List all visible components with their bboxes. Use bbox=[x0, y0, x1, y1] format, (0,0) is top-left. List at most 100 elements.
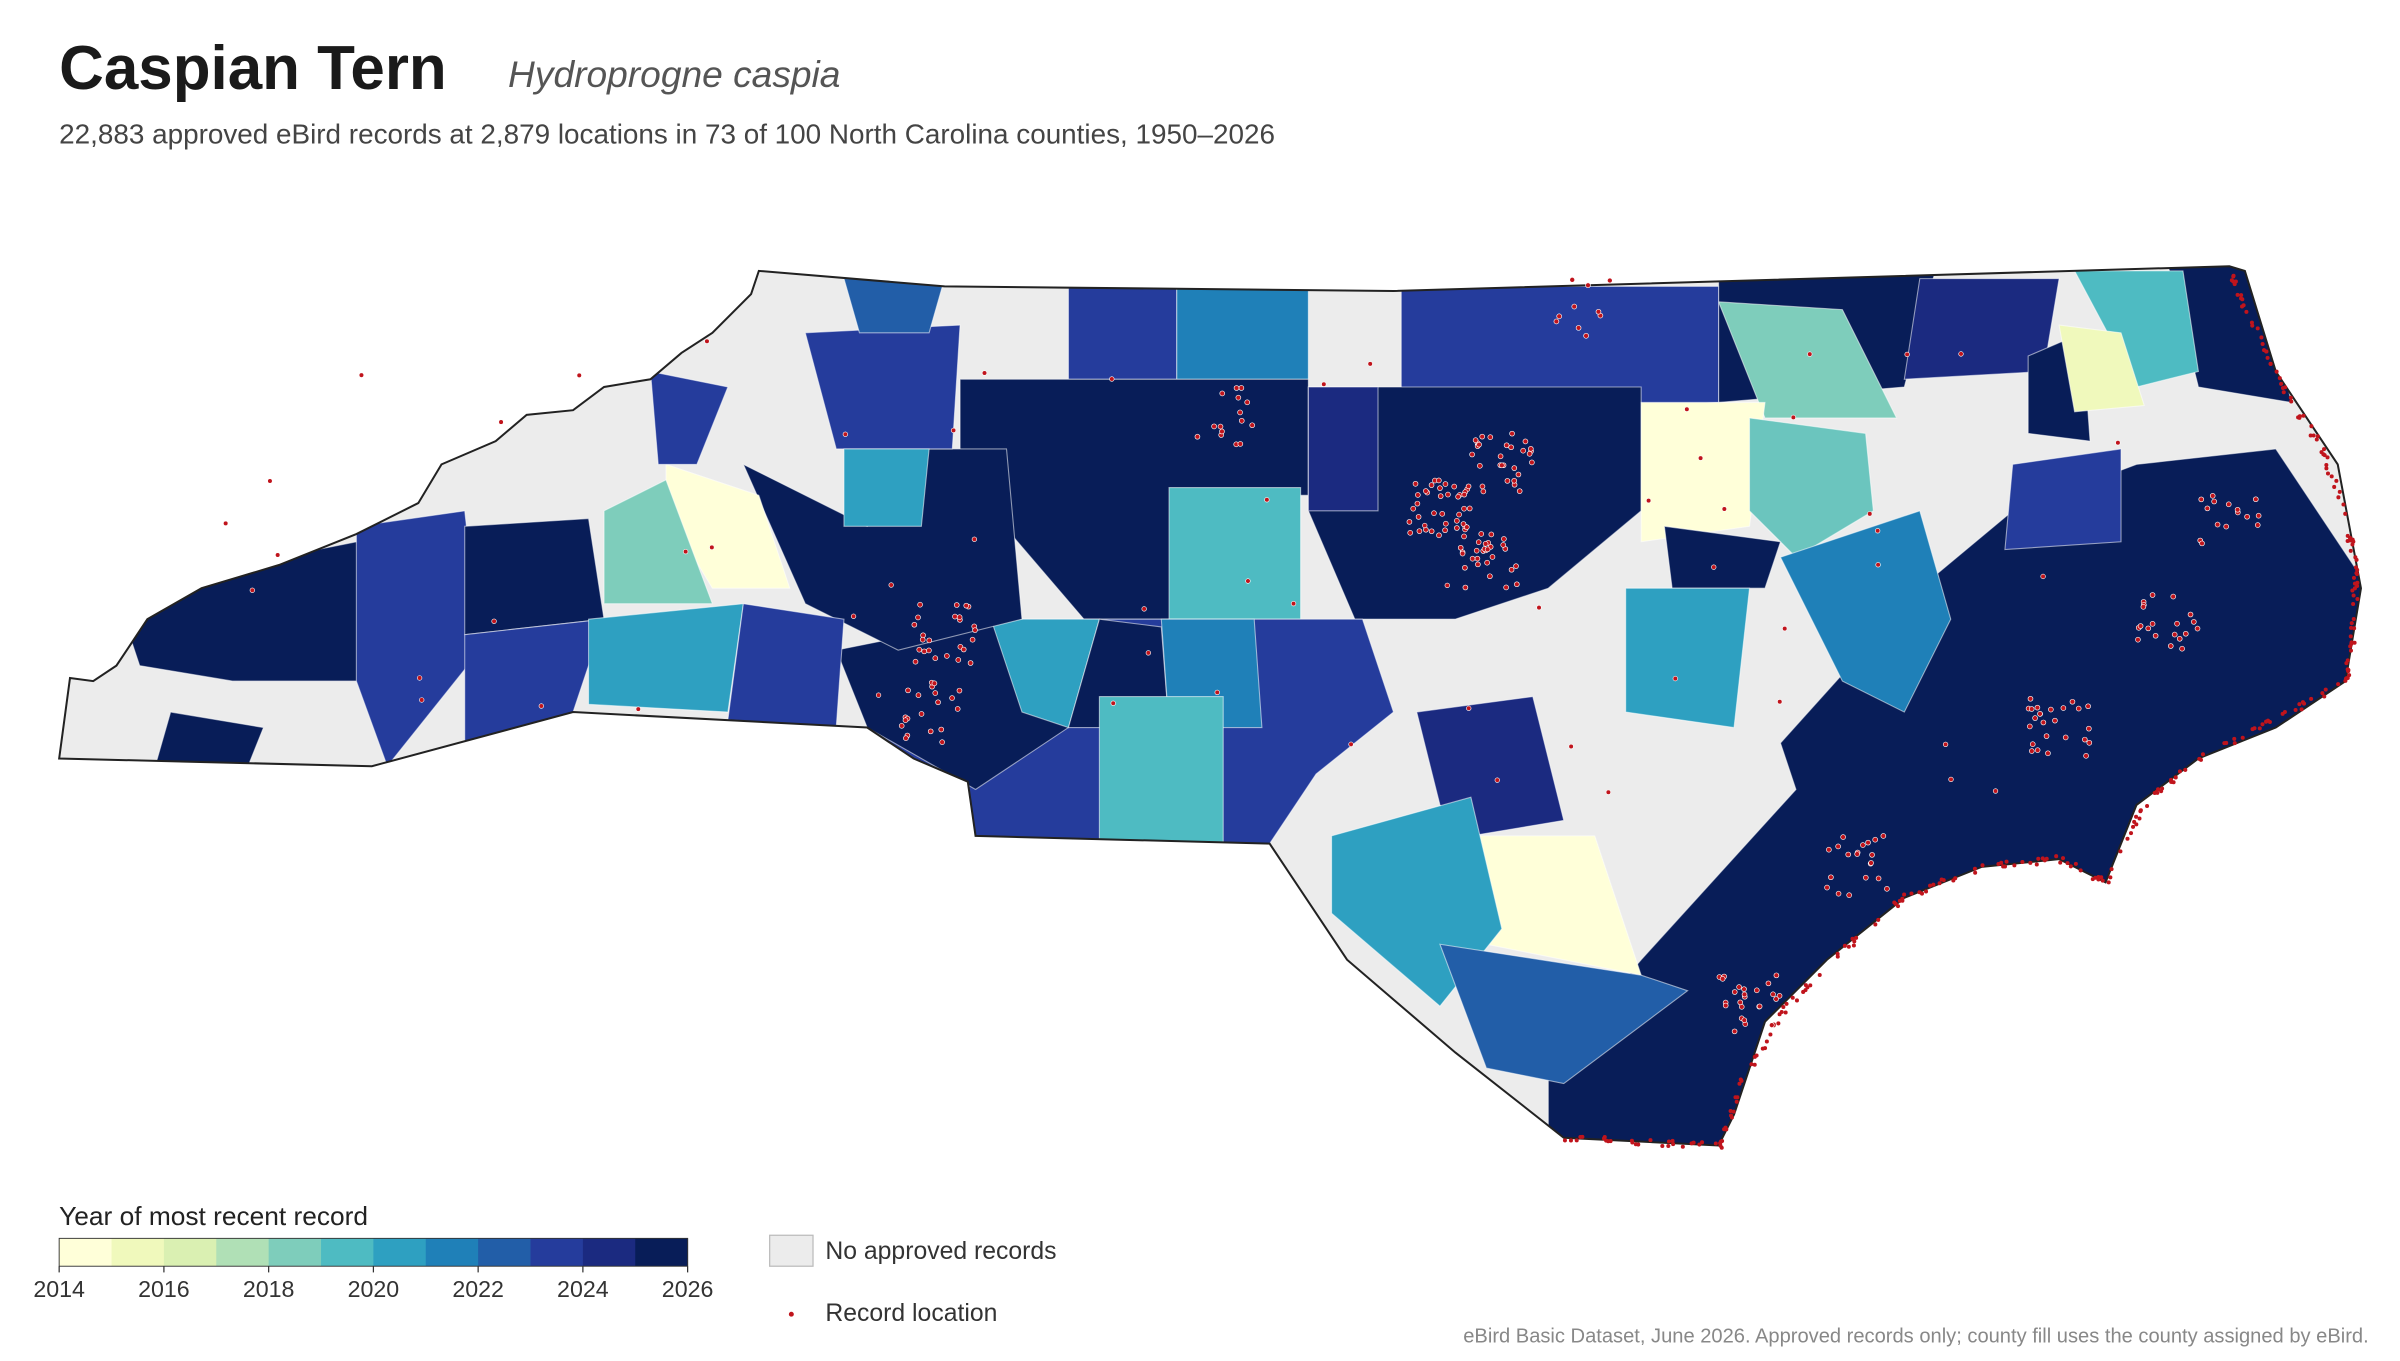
record-dot bbox=[2058, 860, 2063, 865]
record-dot bbox=[1779, 1010, 1784, 1015]
record-dot bbox=[2152, 632, 2159, 639]
county-fills bbox=[123, 266, 2361, 1146]
colorbar-bin bbox=[635, 1238, 689, 1267]
record-dot bbox=[2349, 621, 2354, 626]
record-dot bbox=[2090, 877, 2095, 882]
record-dot bbox=[1860, 842, 1866, 848]
record-dot bbox=[2115, 440, 2121, 446]
record-dot bbox=[635, 706, 641, 712]
record-dot bbox=[1456, 511, 1462, 518]
record-dot bbox=[1406, 519, 1413, 525]
record-dot bbox=[932, 655, 939, 661]
record-dot bbox=[2350, 542, 2355, 547]
county-fill bbox=[1640, 401, 1766, 543]
record-dot bbox=[1606, 1139, 1611, 1144]
record-dot bbox=[2352, 626, 2357, 631]
record-dot bbox=[1235, 394, 1242, 401]
record-dot bbox=[2199, 540, 2205, 547]
record-dot bbox=[1415, 514, 1422, 520]
record-dot bbox=[1501, 536, 1507, 542]
record-dot bbox=[2255, 512, 2262, 519]
record-dot bbox=[2231, 274, 2236, 279]
record-dot bbox=[2032, 715, 2038, 721]
record-dot bbox=[1648, 1138, 1653, 1143]
record-dot bbox=[2191, 619, 2197, 625]
record-dot bbox=[2348, 634, 2353, 639]
record-dot bbox=[2355, 580, 2360, 585]
record-dot bbox=[1999, 860, 2004, 865]
record-dot bbox=[1367, 361, 1373, 367]
record-dot bbox=[931, 680, 938, 687]
record-dot bbox=[2260, 722, 2265, 727]
record-dot bbox=[2069, 698, 2076, 705]
record-dot bbox=[1482, 541, 1489, 547]
county-fill bbox=[2004, 448, 2122, 551]
record-dot bbox=[2314, 437, 2319, 442]
record-dot bbox=[1499, 462, 1505, 469]
record-dot bbox=[2040, 719, 2047, 726]
subtitle: 22,883 approved eBird records at 2,879 l… bbox=[59, 119, 1275, 150]
record-dot bbox=[358, 372, 365, 378]
record-dot bbox=[1875, 528, 1881, 534]
colorbar-tick-label: 2022 bbox=[452, 1276, 504, 1302]
record-dot bbox=[2108, 875, 2113, 880]
record-dot bbox=[2348, 648, 2353, 653]
record-dot bbox=[1942, 741, 1949, 748]
record-dot bbox=[576, 372, 582, 379]
record-dot bbox=[2279, 381, 2284, 386]
record-dot bbox=[2353, 565, 2358, 570]
record-dot bbox=[932, 690, 939, 696]
record-dot bbox=[1719, 976, 1726, 982]
record-dot bbox=[1776, 993, 1783, 999]
record-dot bbox=[1784, 1001, 1789, 1006]
record-dot bbox=[2204, 505, 2211, 512]
record-dot bbox=[1754, 987, 1760, 994]
record-dot bbox=[1749, 1062, 1754, 1067]
record-dot bbox=[1443, 520, 1449, 527]
record-dot bbox=[1672, 675, 1678, 682]
record-dot bbox=[1924, 889, 1929, 894]
record-dot bbox=[491, 618, 497, 624]
record-dot bbox=[2351, 593, 2356, 598]
record-dot bbox=[921, 648, 927, 655]
record-dot bbox=[2336, 682, 2341, 687]
county-fill bbox=[1168, 487, 1302, 620]
record-dot bbox=[2348, 538, 2353, 543]
record-dot bbox=[1442, 481, 1449, 487]
record-dot bbox=[939, 739, 945, 745]
record-dot bbox=[1469, 555, 1476, 562]
record-dot bbox=[1211, 423, 1217, 430]
record-dot bbox=[2061, 856, 2066, 861]
record-dot bbox=[2274, 369, 2279, 374]
record-dot bbox=[2209, 493, 2216, 499]
record-dot bbox=[2297, 414, 2302, 419]
record-dot bbox=[416, 675, 423, 681]
record-dot bbox=[2134, 822, 2139, 827]
record-dot bbox=[2125, 836, 2130, 841]
record-dot bbox=[1904, 351, 1910, 358]
record-dot bbox=[1900, 898, 1905, 903]
record-dot bbox=[1636, 1142, 1641, 1147]
record-dot bbox=[1854, 935, 1859, 940]
record-dot bbox=[1764, 1039, 1769, 1044]
record-dot bbox=[2281, 390, 2286, 395]
record-dot bbox=[850, 613, 857, 619]
record-dot bbox=[1585, 282, 1591, 289]
record-dot bbox=[2301, 413, 2306, 418]
record-dot bbox=[1321, 381, 1327, 387]
record-dot bbox=[905, 687, 911, 694]
county-fill bbox=[1416, 695, 1565, 837]
record-dot bbox=[2062, 734, 2069, 741]
record-dot bbox=[2334, 478, 2339, 483]
record-dot bbox=[2004, 859, 2009, 864]
county-fill bbox=[1663, 525, 1782, 589]
record-dot bbox=[2250, 323, 2255, 328]
record-dot bbox=[1711, 564, 1717, 570]
record-dot bbox=[915, 692, 922, 699]
record-dot bbox=[1909, 891, 1914, 896]
record-dot bbox=[1109, 376, 1115, 382]
record-dot bbox=[971, 536, 978, 542]
county-fill bbox=[1439, 943, 1689, 1085]
record-dot bbox=[1729, 1115, 1734, 1120]
county-fill bbox=[1625, 587, 1751, 729]
